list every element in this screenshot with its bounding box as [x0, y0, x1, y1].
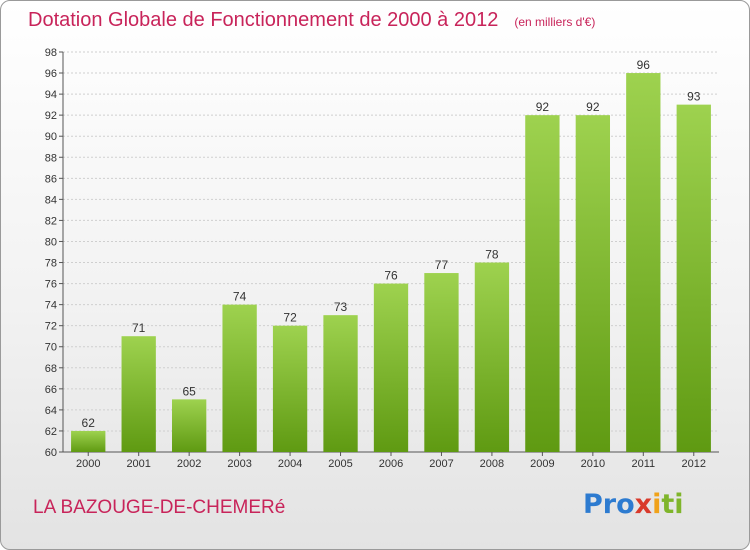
bar-2002 — [171, 399, 207, 452]
x-tick-label-2006: 2006 — [379, 458, 403, 470]
x-tick-label-2001: 2001 — [126, 458, 150, 470]
y-tick-label-60: 60 — [45, 447, 57, 459]
logo-part-1: Pro — [583, 489, 635, 520]
y-tick-label-96: 96 — [45, 68, 57, 80]
logo-part-4: ti — [661, 489, 684, 520]
value-label-2009: 92 — [536, 100, 550, 114]
y-tick-label-88: 88 — [45, 152, 57, 164]
y-tick-label-72: 72 — [45, 321, 57, 333]
x-tick-label-2009: 2009 — [530, 458, 554, 470]
y-tick-label-86: 86 — [45, 173, 57, 185]
y-tick-label-90: 90 — [45, 131, 57, 143]
x-tick-label-2010: 2010 — [581, 458, 605, 470]
value-label-2011: 96 — [637, 58, 651, 72]
bar-2003 — [222, 304, 257, 452]
proxiti-logo: Proxiti — [583, 489, 684, 520]
x-tick-label-2008: 2008 — [480, 458, 504, 470]
y-tick-label-84: 84 — [45, 194, 57, 206]
chart-unit: (en milliers d'€) — [514, 15, 596, 29]
y-tick-label-68: 68 — [45, 363, 57, 375]
bar-2006 — [373, 283, 409, 452]
x-tick-label-2003: 2003 — [227, 458, 251, 470]
y-tick-label-66: 66 — [45, 384, 57, 396]
bar-2012 — [676, 104, 711, 452]
commune-name: LA BAZOUGE-DE-CHEMERé — [33, 497, 286, 518]
x-tick-label-2012: 2012 — [682, 458, 706, 470]
value-label-2012: 93 — [687, 90, 701, 104]
y-tick-label-80: 80 — [45, 236, 57, 248]
chart-title: Dotation Globale de Fonctionnement de 20… — [28, 9, 595, 32]
bar-2011 — [626, 73, 661, 452]
value-label-2010: 92 — [586, 100, 600, 114]
value-label-2008: 78 — [485, 248, 499, 262]
y-tick-label-70: 70 — [45, 342, 57, 354]
x-tick-label-2004: 2004 — [278, 458, 302, 470]
bar-2010 — [575, 115, 611, 452]
bar-2007 — [424, 273, 459, 452]
bar-2008 — [474, 262, 510, 452]
bar-2001 — [121, 336, 156, 452]
value-label-2005: 73 — [334, 300, 348, 314]
y-tick-label-62: 62 — [45, 426, 57, 438]
y-tick-label-78: 78 — [45, 258, 57, 270]
x-tick-label-2002: 2002 — [177, 458, 201, 470]
y-tick-label-94: 94 — [45, 89, 57, 101]
bar-2004 — [272, 325, 308, 452]
y-tick-label-74: 74 — [45, 300, 57, 312]
y-tick-label-98: 98 — [45, 47, 57, 59]
value-label-2004: 72 — [283, 311, 297, 325]
value-label-2003: 74 — [233, 290, 247, 304]
value-label-2000: 62 — [82, 416, 96, 430]
bar-2000 — [71, 430, 106, 452]
y-tick-label-64: 64 — [45, 405, 57, 417]
bar-2009 — [525, 115, 560, 452]
chart-title-text: Dotation Globale de Fonctionnement de 20… — [28, 9, 499, 31]
value-label-2006: 76 — [384, 269, 398, 283]
x-tick-label-2000: 2000 — [76, 458, 100, 470]
value-label-2002: 65 — [182, 384, 196, 398]
value-label-2007: 77 — [435, 258, 449, 272]
logo-part-3: i — [652, 489, 662, 520]
value-label-2001: 71 — [132, 321, 146, 335]
y-tick-label-82: 82 — [45, 215, 57, 227]
x-tick-label-2005: 2005 — [328, 458, 352, 470]
y-tick-label-76: 76 — [45, 279, 57, 291]
x-tick-label-2007: 2007 — [429, 458, 453, 470]
logo-part-2: x — [634, 489, 653, 520]
y-tick-label-92: 92 — [45, 110, 57, 122]
bar-2005 — [323, 315, 358, 452]
x-tick-label-2011: 2011 — [631, 458, 655, 470]
